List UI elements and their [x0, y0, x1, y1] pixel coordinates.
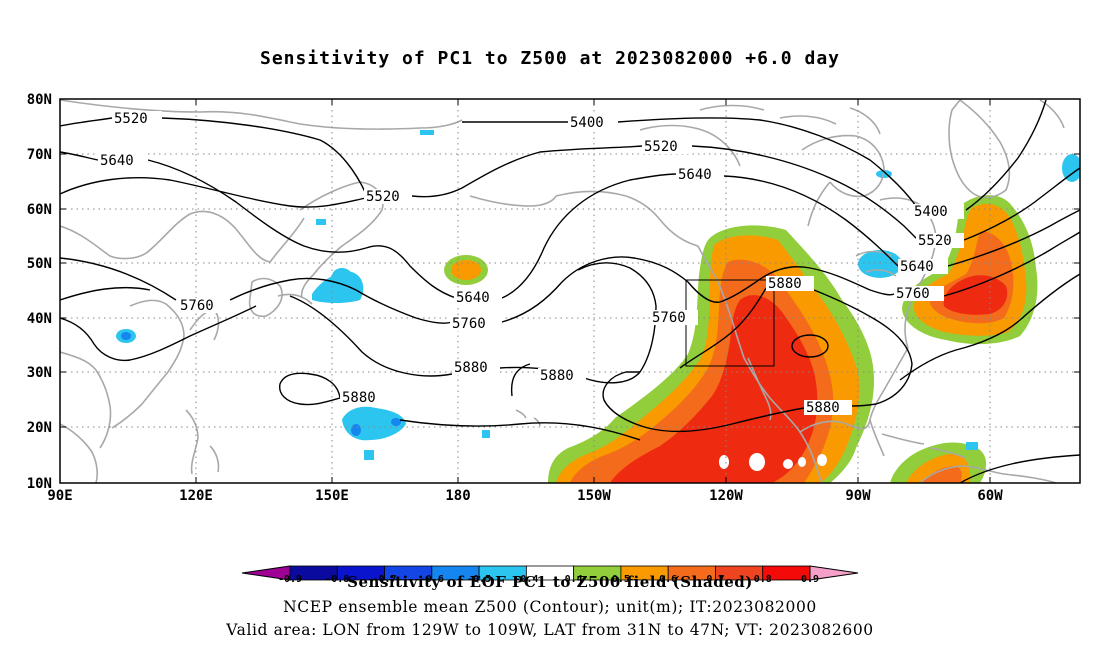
lat-labels: 80N 70N 60N 50N 40N 30N 20N 10N: [27, 92, 52, 492]
contour-label: 5640: [678, 167, 712, 183]
z500-contours: [60, 99, 1080, 483]
lat-label: 80N: [27, 92, 52, 108]
contour-5640-line: [60, 151, 1080, 299]
page-title: Sensitivity of PC1 to Z500 at 2023082000…: [259, 48, 840, 69]
colorbar-tick-label: 0.6: [659, 574, 677, 585]
positive-region-pacific-red: [610, 295, 818, 483]
lon-label: 150E: [315, 488, 349, 504]
colorbar-tick-label: -0.4: [514, 574, 538, 585]
colorbar-tick-label: 0.4: [565, 574, 583, 585]
lon-label: 60W: [977, 488, 1003, 504]
contour-label: 5760: [896, 286, 930, 302]
contour-label: 5880: [342, 390, 376, 406]
lat-label: 20N: [27, 420, 52, 436]
contour-5520-line: [60, 117, 1080, 241]
colorbar: -0.9 -0.8 -0.7 -0.6 -0.5 -0.4 0.4 0.5 0.6 0.7 0.8 0…: [241, 565, 859, 585]
colorbar-caption: Sensitivity of EOF PC1 to Z500 field (Sh…: [347, 573, 753, 591]
colorbar-high-triangle: [809, 565, 859, 581]
sensitivity-shading: [116, 130, 1080, 483]
lon-labels: 90E 120E 150E 180 150W 120W 90W 60W: [47, 488, 1003, 504]
contour-5760-line: [60, 231, 1080, 324]
contour-label: 5880: [768, 276, 802, 292]
colorbar-tick-label: 0.9: [801, 574, 819, 585]
lat-label: 10N: [27, 476, 52, 492]
map-frame: [59, 98, 1081, 484]
colorbar-tick-label: -0.8: [325, 574, 349, 585]
contour-labels: 5400 5400 5520 5520 5520 5520 5640 5640 …: [98, 111, 964, 416]
lon-label: 120W: [709, 488, 743, 504]
contour-label: 5760: [452, 316, 486, 332]
footer-contour-info: NCEP ensemble mean Z500 (Contour); unit(…: [283, 598, 817, 616]
contour-label: 5520: [918, 233, 952, 249]
lon-label: 150W: [577, 488, 611, 504]
contour-label: 5400: [570, 115, 604, 131]
lat-lon-grid: [60, 99, 1080, 483]
lon-label: 90W: [845, 488, 871, 504]
contour-label: 5880: [454, 360, 488, 376]
colorbar-tick-label: -0.6: [420, 574, 444, 585]
lon-label: 180: [445, 488, 470, 504]
contour-label: 5760: [652, 310, 686, 326]
lon-label: 120E: [179, 488, 213, 504]
lat-label: 40N: [27, 311, 52, 327]
contour-label: 5520: [644, 139, 678, 155]
footer-valid-area: Valid area: LON from 129W to 109W, LAT f…: [226, 621, 874, 639]
axis-ticks: [60, 98, 1080, 484]
colorbar-tick-label: -0.5: [467, 574, 491, 585]
contour-label: 5520: [114, 111, 148, 127]
colorbar-tick-label: 0.8: [754, 574, 772, 585]
lat-label: 70N: [27, 147, 52, 163]
contour-label: 5640: [456, 290, 490, 306]
lon-label: 90E: [47, 488, 72, 504]
colorbar-tick-label: 0.7: [706, 574, 724, 585]
colorbar-tick-label: -0.9: [278, 574, 302, 585]
colorbar-swatches: [289, 565, 811, 581]
colorbar-tick-labels: -0.9 -0.8 -0.7 -0.6 -0.5 -0.4 0.4 0.5 0.6 0.7 0.8 0…: [278, 574, 819, 585]
contour-5400-line: [462, 99, 1047, 211]
lat-label: 50N: [27, 256, 52, 272]
contour-label: 5640: [100, 153, 134, 169]
contour-label: 5400: [914, 204, 948, 220]
lat-label: 60N: [27, 202, 52, 218]
contour-label: 5880: [806, 400, 840, 416]
contour-label: 5640: [900, 259, 934, 275]
colorbar-tick-label: -0.7: [372, 574, 396, 585]
contour-label: 5760: [180, 298, 214, 314]
contour-label: 5520: [366, 189, 400, 205]
colorbar-tick-label: 0.5: [612, 574, 630, 585]
contour-label: 5880: [540, 368, 574, 384]
lat-label: 30N: [27, 365, 52, 381]
